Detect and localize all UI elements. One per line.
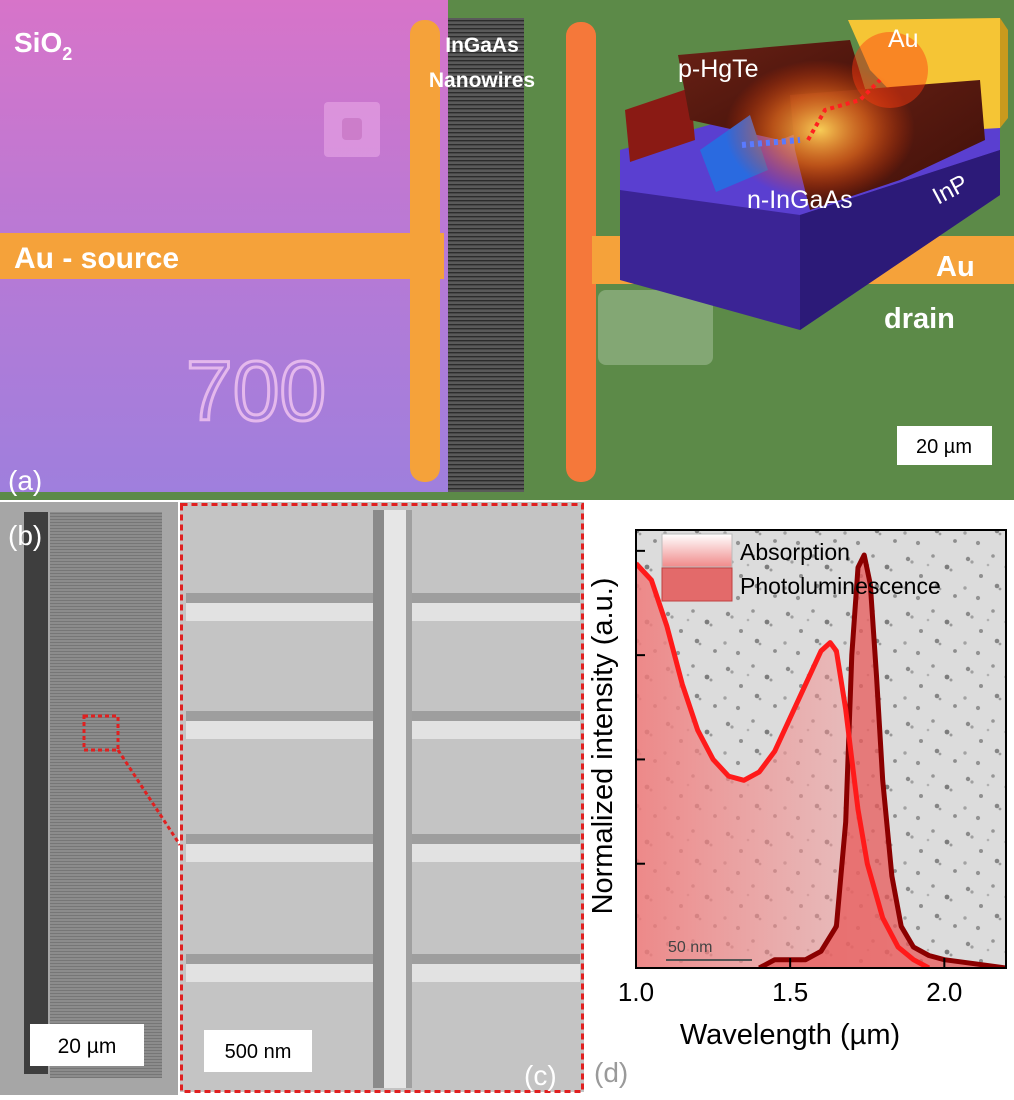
zoom-box <box>82 714 120 752</box>
photoluminescence-area <box>759 555 1006 968</box>
label-au-source: Au - source <box>14 242 179 275</box>
zoom-leader <box>116 749 182 846</box>
legend-absorption: Absorption <box>740 539 850 565</box>
legend-swatch-absorption <box>661 533 733 568</box>
zoom-frame <box>180 503 584 1093</box>
mark-700: 700 <box>186 344 326 438</box>
scale-bar-box-a <box>897 426 992 465</box>
au-drain-finger <box>566 22 596 482</box>
scale-bar-c: 500 nm <box>225 1041 292 1063</box>
photoluminescence-line <box>758 552 1006 968</box>
device-inset <box>620 18 1008 330</box>
legend-photoluminescence: Photoluminescence <box>740 573 941 599</box>
label-ingaas: InGaAs <box>445 34 519 57</box>
panel-tag-b: (b) <box>8 520 42 551</box>
label-nanowires: Nanowires <box>429 69 535 92</box>
y-axis-label: Normalized intensity (a.u.) <box>587 578 619 915</box>
x-axis-label: Wavelength (µm) <box>680 1019 900 1051</box>
electrode-strip <box>24 512 48 1074</box>
panel-c: 500 nm (c) <box>180 502 584 1093</box>
electron-path <box>741 137 801 148</box>
hgte-block-left <box>625 88 695 162</box>
panel-tag-a: (a) <box>8 465 42 496</box>
panel-tag-c: (c) <box>524 1060 557 1091</box>
x-tick-label: 2.0 <box>926 977 962 1007</box>
drain-pad-mark <box>598 290 713 365</box>
legend-swatch-photoluminescence <box>661 567 733 602</box>
scale-bar-b: 20 µm <box>58 1035 117 1058</box>
label-p-hgte: p-HgTe <box>678 55 759 83</box>
plot-frame <box>635 529 1007 969</box>
vertical-nanowire <box>384 510 406 1088</box>
label-sio2: SiO2 <box>14 27 72 64</box>
hole-path <box>806 78 882 141</box>
label-drain: drain <box>884 303 955 335</box>
label-n-ingaas: n-InGaAs <box>747 186 853 214</box>
scale-bar-box-b <box>30 1024 144 1066</box>
panel-b: 20 µm (b) <box>0 502 182 1095</box>
x-tick-label: 1.0 <box>618 977 654 1007</box>
nanowire-field <box>50 512 162 1078</box>
au-source-finger <box>410 20 440 482</box>
panel-tag-d: (d) <box>594 1057 628 1088</box>
label-au-drain: Au <box>936 251 975 283</box>
label-inset-au: Au <box>888 25 919 53</box>
junction-glow <box>725 60 915 200</box>
absorption-line <box>636 561 931 968</box>
x-tick-label: 1.5 <box>772 977 808 1007</box>
tem-scale-label: 50 nm <box>668 939 712 956</box>
x-axis-ticks: 1.0 1.5 2.0 <box>618 958 962 1007</box>
au-source-bar <box>0 233 444 279</box>
scale-bar-box-c <box>204 1030 312 1072</box>
panel-a: 700 SiO2 InGaAs Nanowires Au - source Au… <box>0 0 1014 500</box>
panel-d: 1.0 1.5 2.0 50 nm Absorption Photoluminesc… <box>587 529 1007 1088</box>
y-axis-ticks <box>636 549 645 865</box>
nanowire-array <box>448 18 524 492</box>
scale-bar-a: 20 µm <box>916 436 972 458</box>
